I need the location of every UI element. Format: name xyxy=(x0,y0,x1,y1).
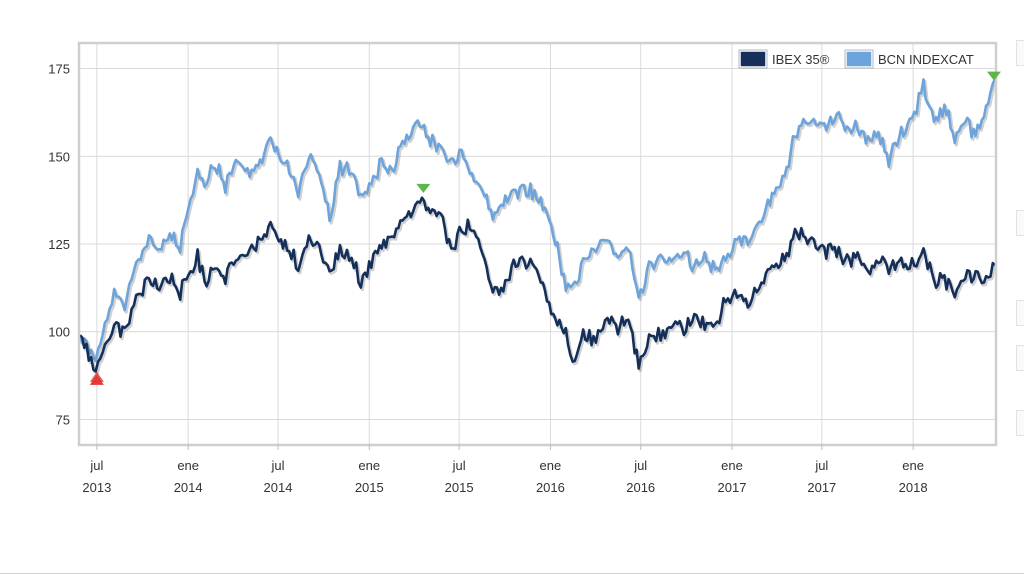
x-axis: jul 2013 ene 2014 jul 2014 ene 2015 jul 2015 ene 20… xyxy=(82,444,928,495)
x-tick-label: 2017 xyxy=(807,480,836,495)
y-tick-label: 150 xyxy=(48,149,70,164)
series-line-bcn-indexcat xyxy=(80,78,995,362)
max-marker xyxy=(987,71,1002,81)
x-tick-label: 2015 xyxy=(355,480,384,495)
y-tick-label: 75 xyxy=(56,412,70,427)
legend-swatch xyxy=(739,50,767,68)
legend-label: BCN INDEXCAT xyxy=(878,52,974,67)
x-tick-label: 2018 xyxy=(899,480,928,495)
offscreen-panel-edge xyxy=(1016,300,1024,326)
x-tick-label: 2017 xyxy=(718,480,747,495)
x-tick-label: ene xyxy=(902,458,924,473)
legend-label: IBEX 35® xyxy=(772,52,830,67)
x-tick-label: ene xyxy=(177,458,199,473)
min-marker xyxy=(89,371,104,382)
y-tick-label: 100 xyxy=(48,325,70,340)
marker-layer xyxy=(89,71,1002,385)
y-tick-label: 125 xyxy=(48,237,70,252)
x-tick-label: ene xyxy=(721,458,743,473)
x-tick-label: ene xyxy=(540,458,562,473)
legend-swatch-border xyxy=(844,49,874,69)
y-axis: 75 100 125 150 175 xyxy=(48,62,70,428)
offscreen-panel-edge xyxy=(1016,210,1024,236)
x-tick-label: 2015 xyxy=(445,480,474,495)
offscreen-panel-edge xyxy=(1016,410,1024,436)
max-marker xyxy=(416,183,431,193)
x-tick-label: jul xyxy=(814,458,828,473)
offscreen-panel-edge xyxy=(1016,40,1024,66)
x-tick-label: 2013 xyxy=(82,480,111,495)
y-tick-label: 175 xyxy=(48,62,70,77)
x-tick-label: 2014 xyxy=(264,480,293,495)
horizontal-gridlines xyxy=(80,68,995,420)
legend[interactable]: IBEX 35® BCN INDEXCAT xyxy=(738,49,974,69)
series-layer xyxy=(80,78,995,375)
x-tick-label: 2014 xyxy=(174,480,203,495)
offscreen-panel-edge xyxy=(1016,345,1024,371)
x-tick-label: jul xyxy=(89,458,103,473)
series-line-ibex35 xyxy=(80,196,995,373)
legend-swatch-border xyxy=(738,49,768,69)
bottom-divider xyxy=(0,573,1024,574)
x-tick-label: 2016 xyxy=(626,480,655,495)
x-tick-label: jul xyxy=(452,458,466,473)
legend-item-ibex35[interactable]: IBEX 35® xyxy=(738,49,830,69)
x-tick-label: jul xyxy=(270,458,284,473)
legend-swatch xyxy=(845,50,873,68)
plot-frame xyxy=(77,41,998,447)
x-tick-label: 2016 xyxy=(536,480,565,495)
x-tick-label: ene xyxy=(358,458,380,473)
legend-item-bcn-indexcat[interactable]: BCN INDEXCAT xyxy=(844,49,974,69)
x-tick-label: jul xyxy=(633,458,647,473)
